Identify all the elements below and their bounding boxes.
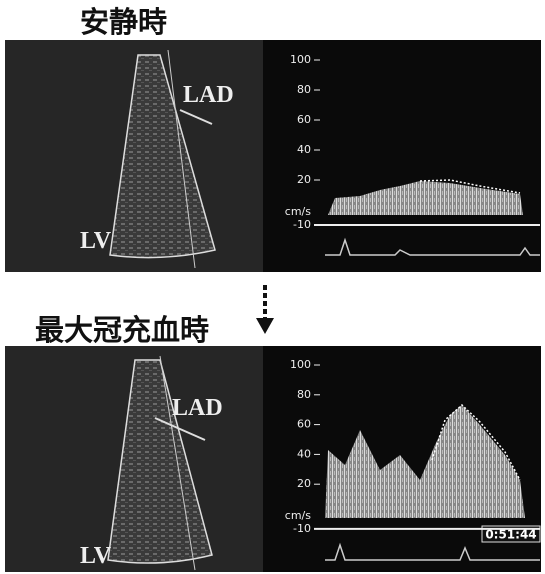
chamber-label: LV — [80, 228, 112, 254]
tick-label: 100 — [290, 358, 311, 371]
tick-label: 40 — [297, 143, 311, 156]
panel-title: 最大冠充血時 — [35, 313, 209, 347]
tick-label: 100 — [290, 53, 311, 66]
tick-label: 20 — [297, 173, 311, 186]
doppler-panel — [263, 40, 541, 272]
tick-label: 60 — [297, 113, 311, 126]
tick-label: -10 — [293, 218, 311, 231]
tick-label: -10 — [293, 522, 311, 535]
vessel-label: LAD — [172, 395, 223, 421]
unit-label: cm/s — [285, 205, 311, 218]
vessel-label: LAD — [183, 82, 234, 108]
tick-label: 20 — [297, 477, 311, 490]
arrow-head — [256, 318, 274, 334]
tick-label: 40 — [297, 447, 311, 460]
tick-label: 80 — [297, 388, 311, 401]
tick-label: 80 — [297, 83, 311, 96]
tick-label: 60 — [297, 418, 311, 431]
unit-label: cm/s — [285, 509, 311, 522]
figure: 安静時 LAD LV 10080604020cm/s-10 最大冠充血時 LAD… — [0, 0, 545, 574]
chamber-label: LV — [80, 543, 112, 569]
panel: LAD LV 100 80 60 40 20 cm/s-10 — [5, 40, 541, 272]
panel-title: 安静時 — [80, 5, 167, 39]
